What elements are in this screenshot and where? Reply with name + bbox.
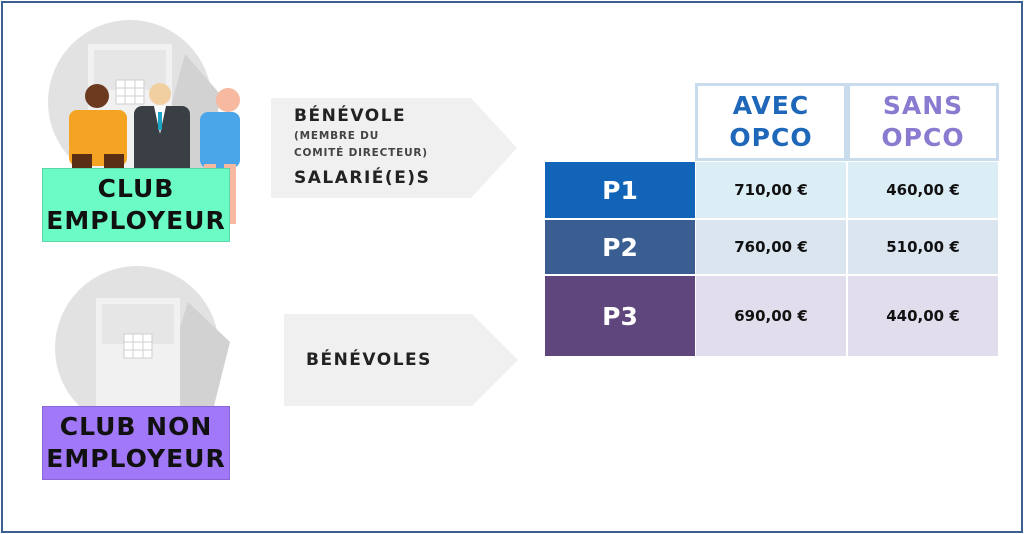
- arrow1-sub-line2: COMITÉ DIRECTEUR): [294, 147, 428, 159]
- cell-p1-avec: 710,00 €: [696, 162, 846, 218]
- cell-p2-sans: 510,00 €: [848, 220, 998, 274]
- row-label-p1: P1: [545, 162, 695, 218]
- cell-p1-sans: 460,00 €: [848, 162, 998, 218]
- club-non-employeur-line1: CLUB NON: [59, 412, 213, 441]
- people-group-icon: [48, 20, 240, 224]
- club-employeur-label: CLUB EMPLOYEUR: [42, 168, 230, 242]
- header-avec-line1: AVEC: [732, 91, 810, 120]
- club-non-employeur-line2: EMPLOYEUR: [46, 444, 226, 473]
- row-label-p3: P3: [545, 276, 695, 356]
- club-non-employeur-label: CLUB NON EMPLOYEUR: [42, 406, 230, 480]
- arrow1-title: BÉNÉVOLE: [294, 106, 407, 126]
- office-building-icon: [55, 266, 230, 422]
- row-label-p2: P2: [545, 220, 695, 274]
- cell-p3-avec: 690,00 €: [696, 276, 846, 356]
- cell-p2-avec: 760,00 €: [696, 220, 846, 274]
- club-employeur-line2: EMPLOYEUR: [46, 206, 226, 235]
- cell-p3-sans: 440,00 €: [848, 276, 998, 356]
- header-avec-opco: AVEC OPCO: [695, 83, 847, 161]
- arrow1-sub-line1: (MEMBRE DU: [294, 130, 380, 142]
- arrow-shape-2: [284, 314, 518, 406]
- header-avec-line2: OPCO: [729, 123, 813, 152]
- club-employeur-line1: CLUB: [97, 174, 175, 203]
- arrow-shape-1: [271, 98, 517, 198]
- arrow2-title: BÉNÉVOLES: [306, 350, 432, 370]
- header-sans-opco: SANS OPCO: [847, 83, 999, 161]
- header-sans-line2: OPCO: [881, 123, 965, 152]
- arrow1-title2: SALARIÉ(E)S: [294, 168, 431, 188]
- header-sans-line1: SANS: [882, 91, 964, 120]
